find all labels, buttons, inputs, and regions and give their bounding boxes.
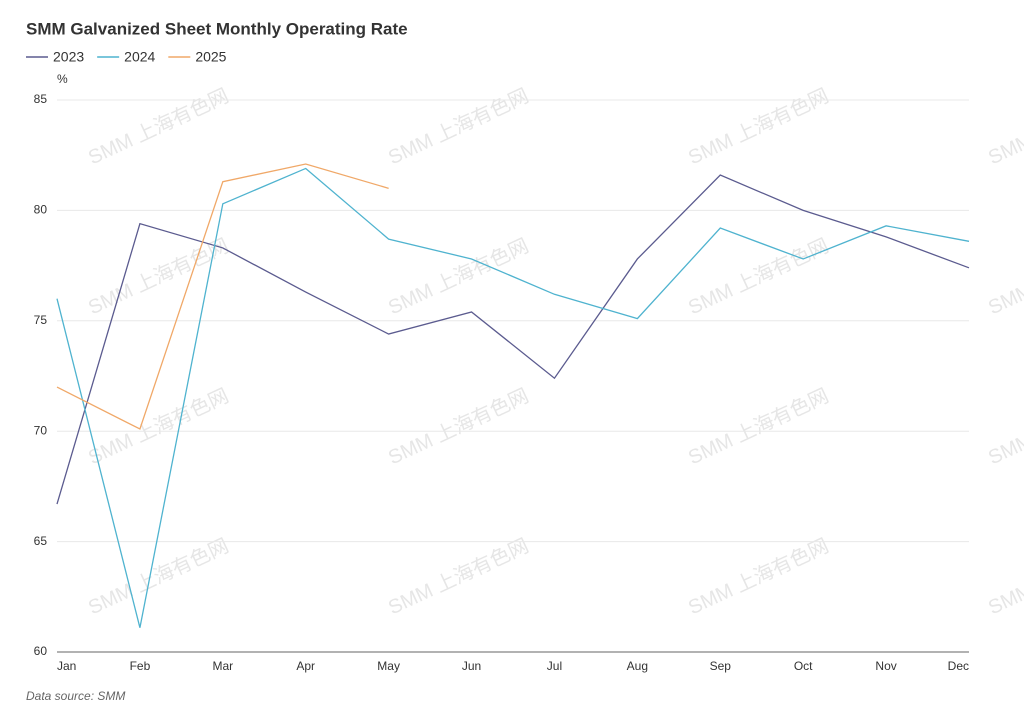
watermark: SMM 上海有色网 (685, 234, 833, 319)
x-tick-label: Aug (627, 659, 648, 673)
y-tick-label: 80 (34, 203, 48, 217)
watermark: SMM 上海有色网 (985, 384, 1024, 469)
watermark: SMM 上海有色网 (385, 234, 533, 319)
watermark: SMM 上海有色网 (985, 534, 1024, 619)
x-tick-label: Apr (296, 659, 315, 673)
source: Data source: SMM (26, 689, 125, 703)
x-tick-label: Oct (794, 659, 813, 673)
y-tick-label: 75 (34, 313, 48, 327)
x-tick-label: May (377, 659, 400, 673)
watermark: SMM 上海有色网 (85, 84, 233, 169)
y-tick-label: 70 (34, 423, 48, 437)
x-tick-label: Mar (212, 659, 233, 673)
y-tick-label: 85 (34, 92, 48, 106)
watermark: SMM 上海有色网 (685, 534, 833, 619)
watermark: SMM 上海有色网 (685, 384, 833, 469)
y-tick-label: 65 (34, 534, 48, 548)
series-line (56, 163, 389, 430)
watermark: SMM 上海有色网 (985, 84, 1024, 169)
x-tick-label: Jan (57, 659, 76, 673)
legend-label: 2025 (195, 49, 226, 65)
legend-label: 2023 (53, 49, 84, 65)
legend-label: 2024 (124, 49, 155, 65)
watermark: SMM 上海有色网 (985, 234, 1024, 319)
series-line (56, 174, 970, 505)
watermark: SMM 上海有色网 (685, 84, 833, 169)
series-line (56, 167, 970, 628)
watermark: SMM 上海有色网 (85, 384, 233, 469)
watermark: SMM 上海有色网 (385, 384, 533, 469)
y-tick-label: 60 (34, 644, 48, 658)
x-tick-label: Feb (130, 659, 151, 673)
x-tick-label: Dec (948, 659, 969, 673)
watermark: SMM 上海有色网 (85, 234, 233, 319)
x-tick-label: Jun (462, 659, 481, 673)
watermark: SMM 上海有色网 (385, 534, 533, 619)
x-tick-label: Sep (710, 659, 732, 673)
x-tick-label: Nov (875, 659, 896, 673)
watermark: SMM 上海有色网 (85, 534, 233, 619)
watermark: SMM 上海有色网 (385, 84, 533, 169)
x-tick-label: Jul (547, 659, 562, 673)
y-unit: % (57, 72, 68, 86)
chart-title: SMM Galvanized Sheet Monthly Operating R… (26, 19, 408, 38)
